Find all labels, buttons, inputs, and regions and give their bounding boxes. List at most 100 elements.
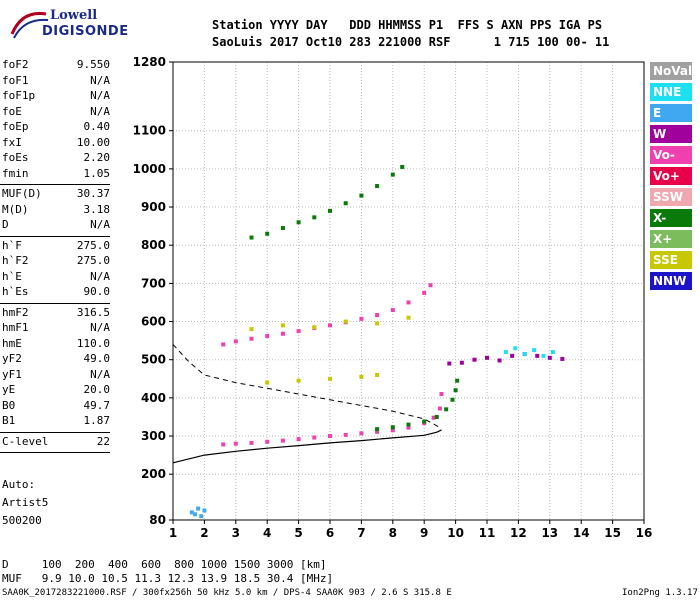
param-value: 20.0 [83, 383, 111, 396]
data-point [280, 438, 285, 443]
param-value: 30.37 [76, 187, 110, 200]
data-point [280, 226, 285, 231]
data-point [453, 388, 458, 393]
data-point [535, 353, 540, 358]
param-row: foEp 0.40 [2, 120, 110, 135]
data-point [221, 442, 226, 447]
data-point [359, 316, 364, 321]
autoscaler-name: Artist5 [2, 496, 49, 509]
data-point [406, 300, 411, 305]
data-point [280, 323, 285, 328]
param-key: yF1 [2, 367, 22, 381]
param-separator [0, 184, 110, 185]
data-point [249, 235, 254, 240]
data-point [375, 184, 380, 189]
data-point [375, 427, 380, 432]
data-point [312, 435, 317, 440]
param-value: 9.550 [76, 58, 110, 71]
data-point [455, 378, 460, 383]
x-tick-label: 14 [573, 526, 590, 540]
data-point [192, 512, 197, 517]
data-point [390, 428, 395, 433]
data-point [343, 201, 348, 206]
legend-item: SSE [650, 251, 692, 269]
param-separator [0, 235, 110, 237]
data-point [522, 351, 527, 356]
legend-item: X+ [650, 230, 692, 248]
x-tick-label: 1 [169, 526, 177, 540]
data-point [428, 283, 433, 288]
x-tick-label: 5 [294, 526, 302, 540]
data-point [280, 331, 285, 336]
param-value: N/A [90, 89, 110, 102]
data-point [375, 321, 380, 326]
data-point [296, 220, 301, 225]
data-point [328, 434, 332, 439]
y-tick-label: 400 [141, 391, 166, 405]
footer-file-info: SAA0K_2017283221000.RSF / 300fx256h 50 k… [2, 588, 452, 598]
param-value: 49.7 [83, 398, 111, 412]
x-tick-label: 4 [263, 526, 271, 540]
plot-frame [172, 61, 645, 521]
data-point [249, 440, 254, 445]
param-value: 1.05 [83, 166, 111, 180]
param-value: 49.0 [83, 352, 111, 365]
data-point [431, 415, 436, 420]
footer-muf-row: MUF 9.9 10.0 10.5 11.3 12.3 13.9 18.5 30… [2, 572, 334, 585]
x-tick-label: 13 [541, 526, 558, 540]
param-value: 3.18 [83, 202, 111, 216]
param-key: foF2 [2, 58, 29, 71]
data-point [550, 350, 555, 355]
data-point [547, 355, 552, 360]
param-separator [0, 302, 110, 304]
y-tick-label: 600 [141, 315, 166, 329]
param-separator [0, 452, 110, 453]
param-value: N/A [90, 104, 110, 118]
param-key: D [2, 218, 9, 231]
param-row: MUF(D) 30.37 [2, 187, 110, 202]
param-key: M(D) [2, 202, 29, 216]
data-point [472, 357, 477, 362]
data-point [497, 358, 502, 363]
param-key: MUF(D) [2, 187, 42, 200]
data-point [390, 308, 395, 313]
legend-item: NoVal [650, 62, 692, 80]
param-value: 275.0 [76, 254, 110, 267]
logo-line1: Lowell [50, 8, 98, 23]
param-value: 275.0 [76, 238, 110, 252]
param-row: B0 49.7 [2, 399, 110, 414]
data-point [189, 510, 194, 515]
data-point [406, 422, 411, 427]
param-row: h`F2 275.0 [2, 254, 110, 269]
logo-line2: DIGISONDE [42, 24, 129, 39]
param-value: 316.5 [76, 305, 110, 319]
param-row: foEs 2.20 [2, 151, 110, 166]
data-point [434, 414, 439, 419]
data-point [359, 193, 364, 198]
data-point [312, 325, 317, 330]
param-row: C-level 22 [2, 435, 110, 450]
data-point [406, 315, 411, 320]
param-row: fmin 1.05 [2, 167, 110, 182]
legend-item: Vo- [650, 146, 692, 164]
x-tick-label: 15 [604, 526, 621, 540]
data-point [265, 334, 270, 339]
x-tick-label: 16 [636, 526, 653, 540]
auto-label: Auto: [2, 478, 36, 491]
data-point [375, 313, 380, 318]
y-tick-label: 900 [141, 200, 166, 214]
data-point [328, 323, 332, 328]
param-row: yF2 49.0 [2, 352, 110, 367]
lowell-digisonde-logo: Lowell DIGISONDE [8, 6, 128, 46]
param-row: h`E N/A [2, 270, 110, 285]
autoscaler-code: 500200 [2, 514, 42, 527]
x-tick-label: 7 [357, 526, 365, 540]
data-point [265, 439, 270, 444]
param-value: 22 [96, 434, 110, 448]
param-value: N/A [90, 73, 110, 87]
param-key: B0 [2, 398, 16, 412]
param-row: yF1 N/A [2, 368, 110, 383]
data-point [328, 376, 332, 381]
data-point [437, 406, 442, 411]
legend-item: NNE [650, 83, 692, 101]
